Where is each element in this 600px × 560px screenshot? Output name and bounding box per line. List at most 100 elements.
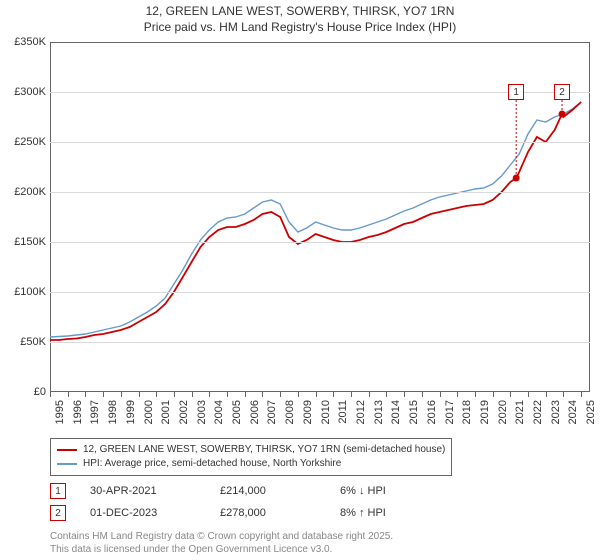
marker-box: 1 xyxy=(508,84,524,100)
x-tick xyxy=(103,392,104,397)
x-tick xyxy=(85,392,86,397)
gridline-h xyxy=(50,192,590,193)
x-tick xyxy=(121,392,122,397)
x-tick xyxy=(563,392,564,397)
marker-box: 2 xyxy=(554,84,570,100)
x-tick xyxy=(581,392,582,397)
x-tick xyxy=(457,392,458,397)
table-marker-box: 1 xyxy=(50,483,66,499)
marker-point xyxy=(559,111,566,118)
legend-label-property: 12, GREEN LANE WEST, SOWERBY, THIRSK, YO… xyxy=(83,443,445,457)
gridline-h xyxy=(50,142,590,143)
x-tick xyxy=(528,392,529,397)
data-table: 1 30-APR-2021£214,0006% ↓ HPI 2 01-DEC-2023… xyxy=(50,480,460,524)
y-axis-label: £100K xyxy=(2,286,46,298)
marker-point xyxy=(513,175,520,182)
x-tick xyxy=(351,392,352,397)
legend-swatch-property xyxy=(57,449,77,452)
x-tick xyxy=(156,392,157,397)
table-cell-price: £278,000 xyxy=(220,507,340,519)
y-axis-label: £0 xyxy=(2,386,46,398)
x-axis-label: 1996 xyxy=(72,400,84,424)
x-tick xyxy=(298,392,299,397)
x-tick xyxy=(68,392,69,397)
chart-title-block: 12, GREEN LANE WEST, SOWERBY, THIRSK, YO… xyxy=(0,0,600,37)
x-axis-label: 1998 xyxy=(107,400,119,424)
x-tick xyxy=(262,392,263,397)
x-tick xyxy=(404,392,405,397)
gridline-h xyxy=(50,242,590,243)
x-axis-label: 2021 xyxy=(514,400,526,424)
table-marker-box: 2 xyxy=(50,505,66,521)
x-tick xyxy=(174,392,175,397)
x-axis-label: 1997 xyxy=(89,400,101,424)
chart-title-line1: 12, GREEN LANE WEST, SOWERBY, THIRSK, YO… xyxy=(0,4,600,20)
x-axis-label: 2003 xyxy=(196,400,208,424)
x-axis-label: 2017 xyxy=(444,400,456,424)
x-axis-label: 2012 xyxy=(355,400,367,424)
legend-label-hpi: HPI: Average price, semi-detached house,… xyxy=(83,457,341,471)
x-axis-label: 2008 xyxy=(284,400,296,424)
table-row: 1 30-APR-2021£214,0006% ↓ HPI xyxy=(50,480,460,502)
x-axis-label: 2022 xyxy=(532,400,544,424)
x-tick xyxy=(493,392,494,397)
series-line xyxy=(50,102,581,337)
x-tick xyxy=(475,392,476,397)
x-tick xyxy=(386,392,387,397)
table-row: 2 01-DEC-2023£278,0008% ↑ HPI xyxy=(50,502,460,524)
table-cell-delta: 8% ↑ HPI xyxy=(340,507,460,519)
table-cell-price: £214,000 xyxy=(220,485,340,497)
x-tick xyxy=(280,392,281,397)
x-tick xyxy=(316,392,317,397)
x-tick xyxy=(546,392,547,397)
legend-row-property: 12, GREEN LANE WEST, SOWERBY, THIRSK, YO… xyxy=(57,443,445,457)
x-tick xyxy=(192,392,193,397)
y-axis-label: £150K xyxy=(2,236,46,248)
x-axis-label: 2015 xyxy=(408,400,420,424)
chart-title-line2: Price paid vs. HM Land Registry's House … xyxy=(0,20,600,36)
attribution-block: Contains HM Land Registry data © Crown c… xyxy=(50,530,393,556)
y-axis-label: £350K xyxy=(2,36,46,48)
y-axis-label: £300K xyxy=(2,86,46,98)
x-axis-label: 2009 xyxy=(302,400,314,424)
x-axis-label: 2016 xyxy=(426,400,438,424)
x-axis-label: 2002 xyxy=(178,400,190,424)
table-cell-date: 30-APR-2021 xyxy=(90,485,220,497)
attribution-line1: Contains HM Land Registry data © Crown c… xyxy=(50,530,393,543)
y-axis-label: £200K xyxy=(2,186,46,198)
x-axis-label: 2020 xyxy=(497,400,509,424)
x-tick xyxy=(245,392,246,397)
x-axis-label: 2011 xyxy=(337,400,349,424)
y-axis-label: £50K xyxy=(2,336,46,348)
table-cell-date: 01-DEC-2023 xyxy=(90,507,220,519)
table-cell-delta: 6% ↓ HPI xyxy=(340,485,460,497)
gridline-h xyxy=(50,292,590,293)
x-tick xyxy=(333,392,334,397)
x-axis-label: 2007 xyxy=(266,400,278,424)
x-tick xyxy=(50,392,51,397)
attribution-line2: This data is licensed under the Open Gov… xyxy=(50,543,393,556)
x-tick xyxy=(227,392,228,397)
x-axis-label: 2019 xyxy=(479,400,491,424)
x-tick xyxy=(510,392,511,397)
x-axis-label: 2005 xyxy=(231,400,243,424)
x-tick xyxy=(139,392,140,397)
x-axis-label: 2018 xyxy=(461,400,473,424)
series-line xyxy=(50,102,581,340)
x-tick xyxy=(369,392,370,397)
legend-row-hpi: HPI: Average price, semi-detached house,… xyxy=(57,457,445,471)
x-axis-label: 2024 xyxy=(567,400,579,424)
y-axis-label: £250K xyxy=(2,136,46,148)
gridline-h xyxy=(50,342,590,343)
x-tick xyxy=(209,392,210,397)
x-axis-label: 2004 xyxy=(213,400,225,424)
x-axis-label: 1995 xyxy=(54,400,66,424)
legend-swatch-hpi xyxy=(57,463,77,465)
x-axis-label: 2000 xyxy=(143,400,155,424)
x-axis-label: 1999 xyxy=(125,400,137,424)
legend-box: 12, GREEN LANE WEST, SOWERBY, THIRSK, YO… xyxy=(50,438,452,476)
x-tick xyxy=(422,392,423,397)
x-axis-label: 2014 xyxy=(390,400,402,424)
x-axis-label: 2001 xyxy=(160,400,172,424)
x-tick xyxy=(440,392,441,397)
